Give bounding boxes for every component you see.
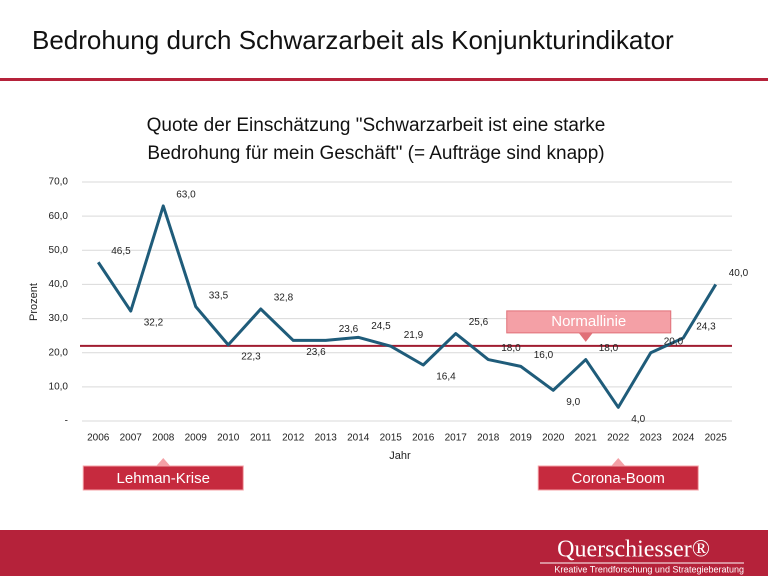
y-tick-label: 50,0 — [49, 245, 69, 256]
x-tick-label: 2007 — [120, 433, 143, 444]
x-tick-label: 2012 — [282, 433, 305, 444]
x-tick-label: 2020 — [542, 433, 565, 444]
data-label: 32,2 — [144, 318, 164, 329]
x-tick-label: 2014 — [347, 433, 370, 444]
x-tick-label: 2023 — [640, 433, 663, 444]
data-label: 24,5 — [371, 321, 391, 332]
y-axis-label: Prozent — [28, 283, 40, 321]
data-label: 24,3 — [696, 322, 716, 333]
data-label: 20,0 — [664, 336, 684, 347]
chart-title: Quote der Einschätzung "Schwarzarbeit is… — [147, 115, 606, 136]
y-tick-label: 20,0 — [49, 347, 69, 358]
x-axis-label: Jahr — [389, 450, 411, 462]
annotation-text: Corona-Boom — [572, 470, 665, 487]
data-label: 18,0 — [501, 343, 521, 354]
x-tick-label: 2011 — [250, 433, 272, 444]
data-label: 16,0 — [534, 350, 554, 361]
data-label: 23,6 — [339, 324, 359, 335]
x-tick-label: 2008 — [152, 433, 175, 444]
chart-title: Bedrohung für mein Geschäft" (= Aufträge… — [147, 143, 604, 164]
x-tick-label: 2015 — [380, 433, 403, 444]
annotation-arrow — [156, 458, 171, 466]
y-tick-label: - — [65, 416, 68, 427]
y-tick-label: 30,0 — [49, 313, 69, 324]
data-label: 32,8 — [274, 293, 294, 304]
data-label: 18,0 — [599, 343, 619, 354]
data-label: 46,5 — [111, 246, 131, 257]
x-tick-label: 2010 — [217, 433, 240, 444]
data-label: 21,9 — [404, 330, 424, 341]
x-tick-label: 2024 — [672, 433, 695, 444]
data-label: 9,0 — [566, 397, 580, 408]
x-tick-label: 2013 — [315, 433, 338, 444]
annotation-box — [537, 465, 699, 491]
annotation-arrow — [611, 458, 626, 466]
x-tick-label: 2009 — [185, 433, 208, 444]
x-tick-label: 2016 — [412, 433, 435, 444]
data-label: 33,5 — [209, 290, 229, 301]
data-label: 16,4 — [436, 372, 456, 383]
data-label: 25,6 — [469, 317, 489, 328]
data-label: 22,3 — [241, 352, 261, 363]
annotation-text: Lehman-Krise — [117, 470, 210, 487]
y-tick-label: 40,0 — [49, 279, 69, 290]
data-label: 23,6 — [306, 347, 326, 358]
slide-title: Bedrohung durch Schwarzarbeit als Konjun… — [32, 25, 674, 55]
x-tick-label: 2006 — [87, 433, 110, 444]
footer-band — [0, 530, 768, 576]
y-tick-label: 60,0 — [49, 211, 69, 222]
data-label: 63,0 — [176, 190, 196, 201]
x-tick-label: 2017 — [445, 433, 468, 444]
y-tick-label: 70,0 — [49, 177, 69, 188]
annotation-arrow — [578, 332, 593, 342]
brand: Querschiesser® — [557, 537, 710, 563]
data-label: 4,0 — [631, 414, 645, 425]
x-tick-label: 2021 — [575, 433, 598, 444]
x-tick-label: 2025 — [705, 433, 728, 444]
y-tick-label: 10,0 — [49, 381, 69, 392]
x-tick-label: 2018 — [477, 433, 500, 444]
annotation-text: Normallinie — [551, 313, 626, 330]
annotation-box — [82, 465, 244, 491]
x-tick-label: 2019 — [510, 433, 533, 444]
data-line — [97, 204, 718, 409]
data-label: 40,0 — [729, 268, 749, 279]
tagline: Kreative Trendforschung und Strategieber… — [554, 564, 744, 574]
x-tick-label: 2022 — [607, 433, 630, 444]
header-rule — [0, 78, 768, 81]
